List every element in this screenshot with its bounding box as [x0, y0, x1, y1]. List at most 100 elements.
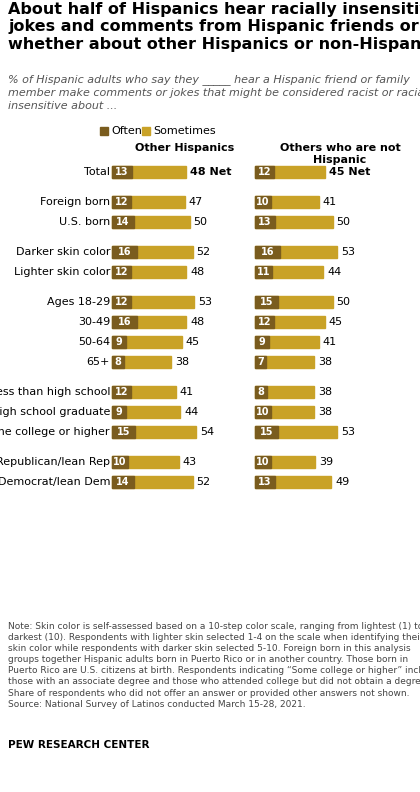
Bar — [255, 216, 275, 228]
Bar — [112, 386, 176, 398]
Bar — [112, 336, 182, 348]
Text: 16: 16 — [118, 317, 131, 327]
Bar — [112, 296, 194, 308]
Bar — [112, 316, 137, 328]
Bar — [255, 356, 266, 368]
Text: 10: 10 — [256, 407, 270, 417]
Bar — [112, 316, 186, 328]
Bar — [112, 356, 124, 368]
Bar — [255, 246, 337, 258]
Text: 8: 8 — [258, 387, 265, 397]
Text: Total: Total — [84, 167, 110, 177]
Text: 45: 45 — [329, 317, 343, 327]
Text: Some college or higher: Some college or higher — [0, 427, 110, 437]
Text: 50: 50 — [194, 217, 207, 227]
Bar — [255, 266, 272, 278]
Bar — [255, 246, 280, 258]
Bar — [112, 246, 137, 258]
Bar — [112, 166, 132, 178]
Text: 52: 52 — [197, 247, 211, 257]
Text: 43: 43 — [183, 457, 197, 467]
Text: 39: 39 — [320, 457, 333, 467]
Text: Other Hispanics: Other Hispanics — [135, 143, 235, 153]
Bar — [112, 216, 134, 228]
Bar — [112, 426, 196, 438]
Bar — [112, 456, 128, 468]
Bar — [255, 296, 278, 308]
Text: 48: 48 — [190, 267, 205, 277]
Text: Darker skin color: Darker skin color — [16, 247, 110, 257]
Text: 9: 9 — [116, 407, 122, 417]
Text: U.S. born: U.S. born — [59, 217, 110, 227]
Text: 50: 50 — [336, 217, 351, 227]
Bar — [255, 426, 278, 438]
Text: 12: 12 — [115, 297, 128, 307]
Text: 41: 41 — [180, 387, 194, 397]
Bar — [112, 266, 186, 278]
Text: High school graduate: High school graduate — [0, 407, 110, 417]
Bar — [112, 406, 126, 418]
Bar — [112, 166, 186, 178]
Text: 38: 38 — [175, 357, 189, 367]
Bar — [255, 166, 273, 178]
Bar — [112, 356, 171, 368]
Bar — [100, 127, 108, 135]
Bar — [255, 456, 315, 468]
Text: 12: 12 — [257, 317, 271, 327]
Bar — [112, 196, 185, 208]
Text: 48 Net: 48 Net — [190, 167, 232, 177]
Text: 15: 15 — [260, 297, 273, 307]
Text: Often: Often — [111, 126, 142, 136]
Text: 14: 14 — [116, 477, 130, 487]
Bar — [112, 336, 126, 348]
Bar — [112, 476, 134, 488]
Bar — [255, 386, 268, 398]
Bar — [142, 127, 150, 135]
Text: 38: 38 — [318, 357, 332, 367]
Bar — [255, 406, 314, 418]
Text: 7: 7 — [257, 357, 264, 367]
Text: 15: 15 — [260, 427, 273, 437]
Bar — [112, 476, 193, 488]
Text: 53: 53 — [341, 427, 355, 437]
Bar — [255, 476, 331, 488]
Text: 44: 44 — [327, 267, 341, 277]
Text: % of Hispanic adults who say they _____ hear a Hispanic friend or family
member : % of Hispanic adults who say they _____ … — [8, 74, 420, 111]
Text: Republican/lean Rep: Republican/lean Rep — [0, 457, 110, 467]
Text: 15: 15 — [117, 427, 130, 437]
Bar — [255, 386, 314, 398]
Bar — [112, 386, 131, 398]
Bar — [112, 456, 178, 468]
Text: Less than high school: Less than high school — [0, 387, 110, 397]
Text: Democrat/lean Dem: Democrat/lean Dem — [0, 477, 110, 487]
Bar — [255, 266, 323, 278]
Text: 41: 41 — [323, 197, 337, 207]
Text: 54: 54 — [200, 427, 214, 437]
Text: 41: 41 — [323, 337, 337, 347]
Text: 14: 14 — [116, 217, 130, 227]
Text: 38: 38 — [318, 387, 332, 397]
Text: 9: 9 — [116, 337, 122, 347]
Text: 45: 45 — [186, 337, 200, 347]
Bar — [255, 426, 337, 438]
Text: 10: 10 — [113, 457, 126, 467]
Text: Sometimes: Sometimes — [153, 126, 215, 136]
Bar — [255, 166, 325, 178]
Text: 10: 10 — [256, 197, 270, 207]
Text: 12: 12 — [257, 167, 271, 177]
Text: Others who are not
Hispanic: Others who are not Hispanic — [280, 143, 400, 165]
Bar — [112, 246, 193, 258]
Text: 48: 48 — [190, 317, 205, 327]
Text: 52: 52 — [197, 477, 211, 487]
Text: 30-49: 30-49 — [78, 317, 110, 327]
Text: 10: 10 — [256, 457, 270, 467]
Text: 11: 11 — [257, 267, 270, 277]
Bar — [255, 316, 273, 328]
Text: 47: 47 — [189, 197, 203, 207]
Bar — [255, 356, 314, 368]
Bar — [255, 336, 269, 348]
Text: 49: 49 — [335, 477, 349, 487]
Bar — [255, 476, 275, 488]
Text: 38: 38 — [318, 407, 332, 417]
Bar — [112, 216, 189, 228]
